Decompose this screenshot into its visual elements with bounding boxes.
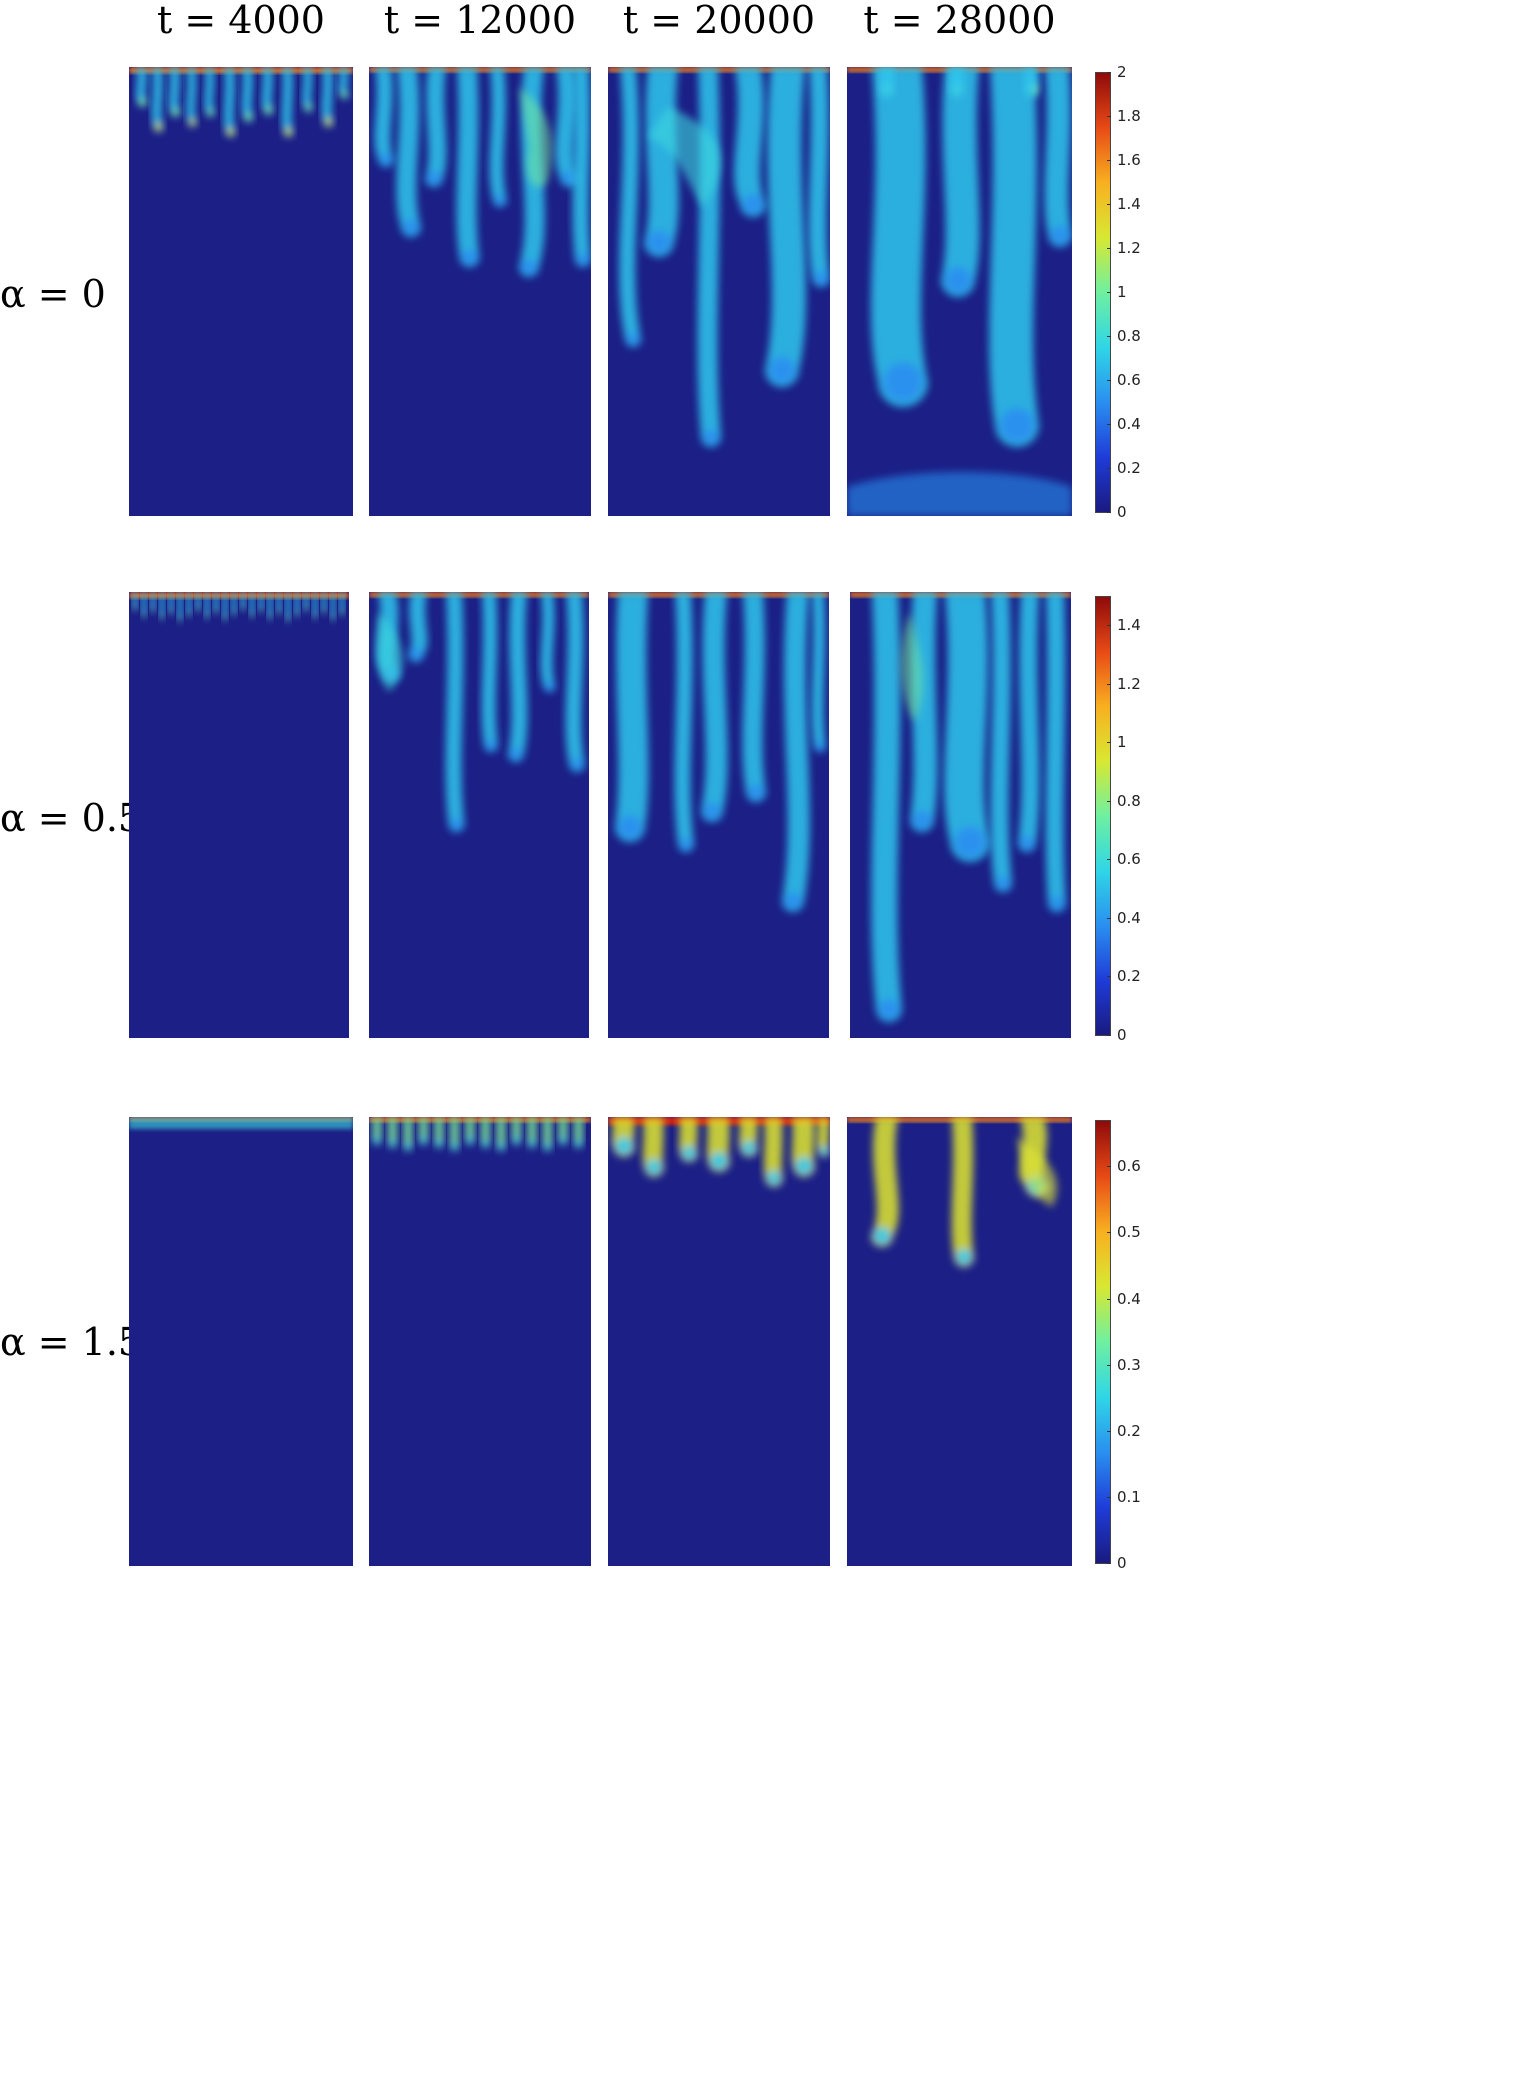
panel-alpha05-t28000	[850, 592, 1071, 1038]
panel-alpha15-t12000	[369, 1117, 591, 1566]
colorbar-tick-mark	[1107, 917, 1111, 919]
colorbar-tick-label: 0.2	[1117, 1421, 1141, 1440]
colorbar-tick-mark	[1107, 380, 1111, 381]
colorbar-tick-label: 1.2	[1117, 674, 1141, 693]
colorbar-tick-label: 1.4	[1117, 195, 1141, 213]
column-label-t4000: t = 4000	[157, 0, 325, 42]
plume-field	[608, 1117, 830, 1566]
column-label-t28000: t = 28000	[863, 0, 1056, 42]
colorbar-tick-label: 0.6	[1117, 371, 1141, 389]
colorbar-tick-mark	[1107, 72, 1111, 73]
colorbar-tick-mark	[1107, 116, 1111, 117]
colorbar-tick-mark	[1107, 859, 1111, 861]
column-label-t12000: t = 12000	[383, 0, 577, 42]
colorbar-tick-label: 1.8	[1117, 107, 1141, 125]
plume-field	[847, 67, 1072, 516]
colorbar-tick-mark	[1107, 742, 1111, 744]
panel-alpha0-t12000	[369, 67, 591, 516]
colorbar-tick-label: 0.8	[1117, 327, 1141, 345]
colorbar-tick-mark	[1107, 1364, 1111, 1366]
colorbar-tick-mark	[1107, 248, 1111, 249]
colorbar-tick-label: 0.2	[1117, 967, 1141, 986]
colorbar-tick-mark	[1107, 1563, 1111, 1564]
plume-field	[129, 592, 349, 1038]
colorbar-tick-label: 0	[1117, 1554, 1127, 1572]
row-label-alpha-0-5: α = 0.5	[0, 796, 143, 840]
colorbar-tick-label: 0.6	[1117, 850, 1141, 869]
colorbar-tick-label: 0.8	[1117, 791, 1141, 810]
colorbar-tick-label: 1	[1117, 283, 1127, 301]
colorbar-tick-label: 1.4	[1117, 616, 1141, 635]
plume-field	[129, 67, 353, 516]
colorbar-tick-label: 1.2	[1117, 239, 1141, 257]
colorbar-tick-label: 0.4	[1117, 415, 1141, 433]
colorbar-tick-label: 0	[1117, 503, 1127, 521]
panel-alpha05-t20000	[608, 592, 829, 1038]
panel-alpha05-t4000	[129, 592, 349, 1038]
panel-alpha15-t4000	[129, 1117, 353, 1566]
panel-alpha0-t28000	[847, 67, 1072, 516]
colorbar-tick-label: 0.2	[1117, 459, 1141, 477]
colorbar-tick-mark	[1107, 1035, 1111, 1036]
colorbar-tick-mark	[1107, 336, 1111, 337]
plume-field	[850, 592, 1071, 1038]
colorbar-tick-mark	[1107, 1496, 1111, 1498]
colorbar-alpha-1-5	[1095, 1120, 1111, 1564]
colorbar-tick-mark	[1107, 800, 1111, 802]
panel-alpha05-t12000	[369, 592, 589, 1038]
colorbar-tick-mark	[1107, 1298, 1111, 1300]
colorbar-tick-label: 2	[1117, 63, 1127, 81]
panel-alpha15-t20000	[608, 1117, 830, 1566]
plume-field	[369, 1117, 591, 1566]
plume-field	[129, 1117, 353, 1566]
colorbar-tick-mark	[1107, 1430, 1111, 1432]
colorbar-tick-mark	[1107, 160, 1111, 161]
colorbar-tick-mark	[1107, 1166, 1111, 1168]
colorbar-tick-mark	[1107, 468, 1111, 469]
plume-field	[369, 67, 591, 516]
colorbar-tick-mark	[1107, 424, 1111, 425]
colorbar-tick-mark	[1107, 683, 1111, 685]
colorbar-tick-label: 1.6	[1117, 151, 1141, 169]
colorbar-tick-mark	[1107, 976, 1111, 978]
colorbar-tick-label: 0.6	[1117, 1157, 1141, 1176]
colorbar-tick-mark	[1107, 292, 1111, 293]
colorbar-tick-label: 0.3	[1117, 1355, 1141, 1374]
row-label-alpha-1-5: α = 1.5	[0, 1320, 143, 1364]
colorbar-tick-mark	[1107, 204, 1111, 205]
colorbar-tick-label: 0	[1117, 1026, 1127, 1044]
colorbar-alpha-0-5	[1095, 596, 1111, 1036]
colorbar-tick-mark	[1107, 512, 1111, 513]
plume-field	[608, 592, 829, 1038]
colorbar-tick-label: 0.4	[1117, 908, 1141, 927]
panel-alpha0-t20000	[608, 67, 830, 516]
colorbar-tick-mark	[1107, 625, 1111, 627]
plume-field	[608, 67, 830, 516]
colorbar-tick-label: 1	[1117, 733, 1127, 752]
colorbar-tick-mark	[1107, 1232, 1111, 1234]
colorbar-tick-label: 0.4	[1117, 1289, 1141, 1308]
plume-field	[369, 592, 589, 1038]
row-label-alpha-0: α = 0	[0, 272, 106, 316]
column-label-t20000: t = 20000	[622, 0, 816, 42]
colorbar-tick-label: 0.1	[1117, 1487, 1141, 1506]
colorbar-tick-label: 0.5	[1117, 1223, 1141, 1242]
panel-alpha15-t28000	[847, 1117, 1072, 1566]
plume-field	[847, 1117, 1072, 1566]
panel-alpha0-t4000	[129, 67, 353, 516]
